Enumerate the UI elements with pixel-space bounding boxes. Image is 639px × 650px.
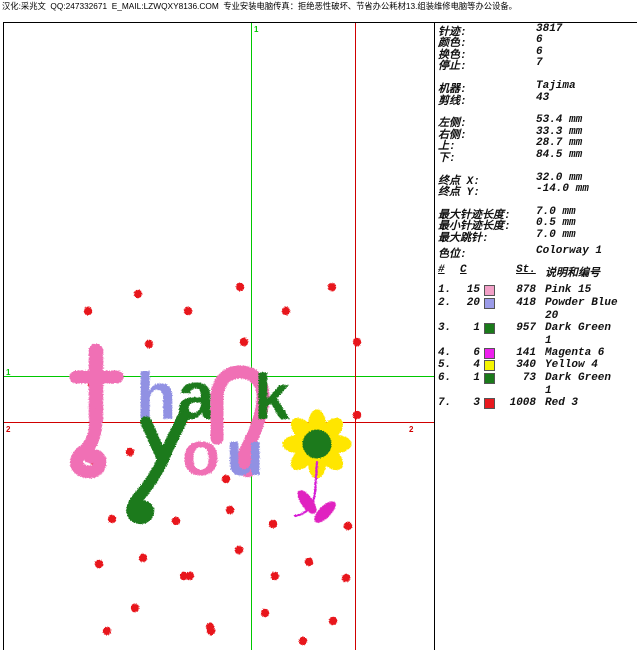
svg-text:u: u: [226, 420, 264, 489]
svg-text:o: o: [182, 420, 220, 489]
